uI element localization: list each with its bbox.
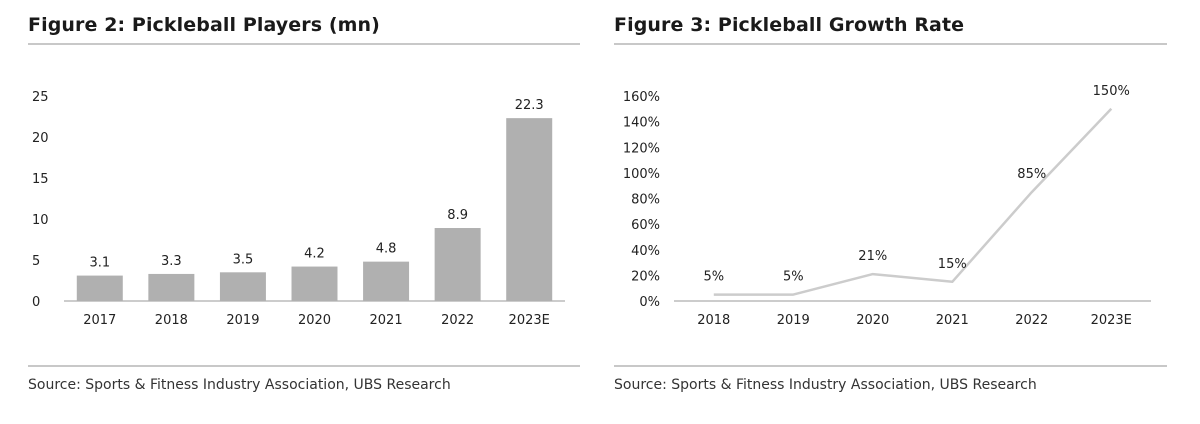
y-tick-label: 80% <box>631 193 660 208</box>
bar-value-label: 3.5 <box>233 252 254 267</box>
figure-3-source: Source: Sports & Fitness Industry Associ… <box>614 377 1037 393</box>
growth-line-chart: 0% 20% 40% 60% 80% 100% 120% 140% 160% 5% 2018 5% 20… <box>623 84 1151 328</box>
bar-value-label: 4.2 <box>304 247 325 262</box>
figure-3-bottom-rule <box>614 365 1167 367</box>
point-value-label: 15% <box>938 257 967 272</box>
y-tick-label: 10 <box>32 213 49 228</box>
y-tick-label: 140% <box>623 116 660 131</box>
y-tick-label: 15 <box>32 172 49 187</box>
bar <box>506 118 553 301</box>
x-tick-label: 2023E <box>509 313 550 328</box>
bar <box>434 228 481 301</box>
bar <box>363 261 410 301</box>
figure-2-top-rule <box>28 43 580 45</box>
bar-value-label: 3.3 <box>161 254 182 269</box>
players-bar-chart: 0 5 10 15 20 25 3.1 2017 3.3 2018 3.5 2019 4.2 2020 4.… <box>32 90 565 328</box>
x-tick-label: 2019 <box>226 313 259 328</box>
x-tick-label: 2018 <box>155 313 188 328</box>
bar <box>76 275 123 301</box>
bar-value-label: 4.8 <box>376 242 397 257</box>
x-tick-label: 2019 <box>777 313 810 328</box>
x-tick-label: 2020 <box>856 313 889 328</box>
y-tick-label: 160% <box>623 90 660 105</box>
figure-2-title: Figure 2: Pickleball Players (mn) <box>28 14 380 36</box>
figure-3-title: Figure 3: Pickleball Growth Rate <box>614 14 965 36</box>
x-tick-label: 2022 <box>1015 313 1048 328</box>
point-value-label: 85% <box>1017 167 1046 182</box>
point-value-label: 5% <box>783 270 804 285</box>
bar-value-label: 3.1 <box>89 256 110 271</box>
point-value-label: 150% <box>1093 84 1130 99</box>
x-tick-label: 2021 <box>936 313 969 328</box>
x-tick-label: 2020 <box>298 313 331 328</box>
y-tick-label: 20 <box>32 131 49 146</box>
y-tick-label: 25 <box>32 90 49 105</box>
point-value-label: 5% <box>703 270 724 285</box>
y-tick-label: 100% <box>623 167 660 182</box>
figure-3-top-rule <box>614 43 1167 45</box>
y-tick-label: 0% <box>639 295 660 310</box>
bar-value-label: 22.3 <box>515 98 544 113</box>
y-tick-label: 5 <box>32 254 40 269</box>
x-tick-label: 2022 <box>441 313 474 328</box>
bar <box>291 266 338 301</box>
figure-2-source: Source: Sports & Fitness Industry Associ… <box>28 377 451 393</box>
y-tick-label: 60% <box>631 218 660 233</box>
point-value-label: 21% <box>858 249 887 264</box>
y-tick-label: 20% <box>631 269 660 284</box>
bar <box>219 272 266 301</box>
x-tick-label: 2023E <box>1091 313 1132 328</box>
x-tick-label: 2017 <box>83 313 116 328</box>
x-tick-label: 2021 <box>370 313 403 328</box>
growth-series-line <box>713 107 1113 296</box>
y-tick-label: 0 <box>32 295 40 310</box>
figure-2-bottom-rule <box>28 365 580 367</box>
x-tick-label: 2018 <box>697 313 730 328</box>
y-tick-label: 40% <box>631 244 660 259</box>
bar-value-label: 8.9 <box>447 208 468 223</box>
y-tick-label: 120% <box>623 141 660 156</box>
bar <box>148 273 195 301</box>
